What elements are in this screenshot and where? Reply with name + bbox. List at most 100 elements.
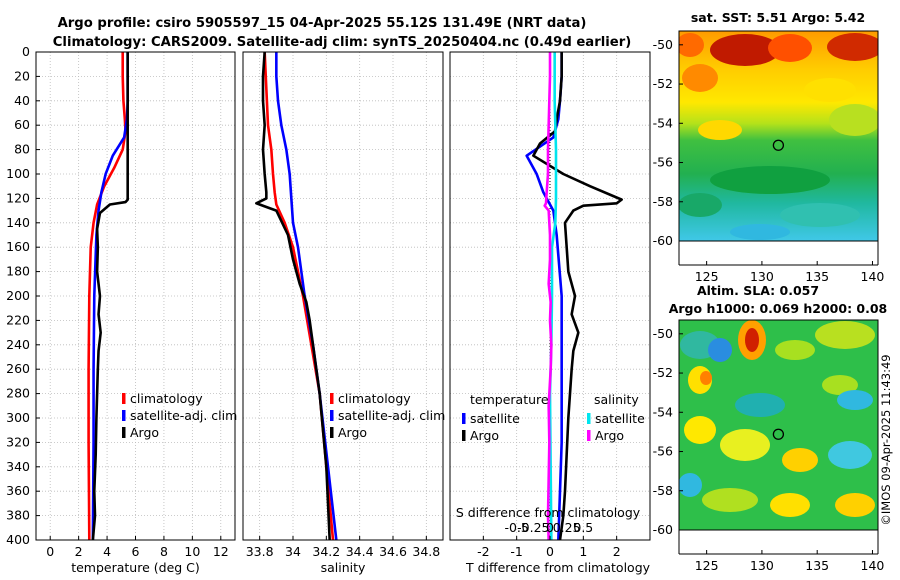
x-tick-label: 1 <box>579 544 587 559</box>
y-tick-label: 220 <box>6 312 30 327</box>
legend-label-sal_satellite: satellite <box>595 411 645 426</box>
top-tick-label: -0.25 <box>517 520 549 535</box>
y-tick-label: 400 <box>6 532 30 547</box>
y-tick-label: 380 <box>6 508 30 523</box>
sla-map-features <box>679 320 875 517</box>
credit-text: ©IMOS 09-Apr-2025 11:43:49 <box>879 354 893 525</box>
legend-header-temperature: temperature <box>470 392 549 407</box>
y-tick-label: 300 <box>6 410 30 425</box>
x-tick-label: -2 <box>477 544 489 559</box>
y-tick-label: 20 <box>14 68 30 83</box>
x-tick-label: 10 <box>184 544 200 559</box>
legend-label-climatology: climatology <box>338 391 411 406</box>
y-tick-label: 60 <box>14 117 30 132</box>
y-tick-label: 80 <box>14 142 30 157</box>
x-tick-label: 34.2 <box>312 544 340 559</box>
y-tick-label: 280 <box>6 386 30 401</box>
top-tick-label: -0.5 <box>504 520 528 535</box>
legend-label-argo: Argo <box>338 425 367 440</box>
x-tick-label: 8 <box>160 544 168 559</box>
x-tick-label: 6 <box>132 544 140 559</box>
map-x-tick-label: 140 <box>861 269 885 284</box>
legend-swatch-climatology <box>330 393 334 404</box>
map-x-tick-label: 135 <box>805 558 829 573</box>
map-y-tick-label: -58 <box>653 483 673 498</box>
sla-map-title-2: Argo h1000: 0.069 h2000: 0.08 <box>669 301 888 316</box>
x-tick-label: 4 <box>103 544 111 559</box>
legend-swatch-climatology <box>122 393 126 404</box>
y-tick-label: 120 <box>6 190 30 205</box>
series-line-climatology <box>263 51 335 541</box>
y-tick-label: 0 <box>22 44 30 59</box>
legend-swatch-sal_argo <box>587 430 591 441</box>
map-y-tick-label: -60 <box>653 522 673 537</box>
legend-swatch-argo <box>122 427 126 438</box>
x-tick-label: 34.6 <box>379 544 407 559</box>
top-tick-label: 0.25 <box>553 520 581 535</box>
map-x-tick-label: 125 <box>695 269 719 284</box>
sla-map-title-1: Altim. SLA: 0.057 <box>697 283 819 298</box>
map-y-tick-label: -58 <box>653 194 673 209</box>
y-tick-label: 260 <box>6 361 30 376</box>
legend-label-satellite: satellite-adj. clim <box>338 408 445 423</box>
series-line-t-argo <box>532 52 623 541</box>
map-x-tick-label: 125 <box>695 558 719 573</box>
x-tick-label: 34.8 <box>412 544 440 559</box>
title-line-1: Argo profile: csiro 5905597_15 04-Apr-20… <box>58 16 587 31</box>
sst-map-title: sat. SST: 5.51 Argo: 5.42 <box>691 10 865 25</box>
x-tick-label: 33.8 <box>246 544 274 559</box>
map-y-tick-label: -56 <box>653 155 673 170</box>
y-tick-label: 100 <box>6 166 30 181</box>
plot-frame <box>242 51 444 541</box>
difference-panel: -2 -1 0 1 2T difference from climatology temp… <box>449 51 651 575</box>
y-tick-label: 200 <box>6 288 30 303</box>
series-line-satellite-adj-clim <box>91 52 129 541</box>
legend-label-satellite: satellite <box>470 411 520 426</box>
x-axis-label: temperature (deg C) <box>71 560 200 575</box>
map-y-tick-label: -52 <box>653 76 673 91</box>
y-tick-label: 140 <box>6 215 30 230</box>
legend-swatch-satellite <box>462 413 466 424</box>
legend-swatch-argo <box>462 430 466 441</box>
legend-swatch-argo <box>330 427 334 438</box>
temperature-panel: 0 2 4 6 8 10 12 temperature (deg C) 0 20 40 60 80 100… <box>6 44 237 575</box>
legend-label-argo: Argo <box>470 428 499 443</box>
legend-swatch-sal_satellite <box>587 413 591 424</box>
y-tick-label: 160 <box>6 239 30 254</box>
map-y-tick-label: -54 <box>653 115 673 130</box>
y-tick-label: 320 <box>6 434 30 449</box>
y-tick-label: 360 <box>6 483 30 498</box>
legend-label-climatology: climatology <box>130 391 203 406</box>
map-y-tick-label: -52 <box>653 365 673 380</box>
x-tick-label: 0 <box>546 544 554 559</box>
x-axis-label: salinity <box>321 560 366 575</box>
argo-position-marker <box>772 139 785 151</box>
x-tick-label: 0 <box>46 544 54 559</box>
legend-label-satellite: satellite-adj. clim <box>130 408 237 423</box>
x-axis-label: T difference from climatology <box>465 560 651 575</box>
map-x-tick-label: 140 <box>861 558 885 573</box>
series-line-argo <box>91 52 129 541</box>
map-y-tick-label: -50 <box>653 326 673 341</box>
y-tick-label: 40 <box>14 93 30 108</box>
x-tick-label: 2 <box>613 544 621 559</box>
y-tick-label: 240 <box>6 337 30 352</box>
series-line-argo <box>255 51 331 541</box>
map-y-tick-label: -54 <box>653 404 673 419</box>
sla-map: 125 130 135 140 -50 -52 -54 -56 -58 -60 <box>653 319 885 573</box>
map-x-tick-label: 130 <box>750 558 774 573</box>
map-x-tick-label: 130 <box>750 269 774 284</box>
x-tick-label: 2 <box>75 544 83 559</box>
legend-swatch-satellite <box>330 410 334 421</box>
series-line-s-argo <box>543 52 553 541</box>
top-tick-label: 0.5 <box>573 520 593 535</box>
x-tick-label: 12 <box>213 544 229 559</box>
map-y-tick-label: -60 <box>653 233 673 248</box>
sst-map-features <box>679 33 878 240</box>
map-y-tick-label: -56 <box>653 444 673 459</box>
top-tick-label: 0 <box>546 520 554 535</box>
legend-swatch-satellite <box>122 410 126 421</box>
legend-label-sal_argo: Argo <box>595 428 624 443</box>
salinity-panel: 33.8 34 34.2 34.4 34.6 34.8 salinity climatolog… <box>242 51 445 575</box>
